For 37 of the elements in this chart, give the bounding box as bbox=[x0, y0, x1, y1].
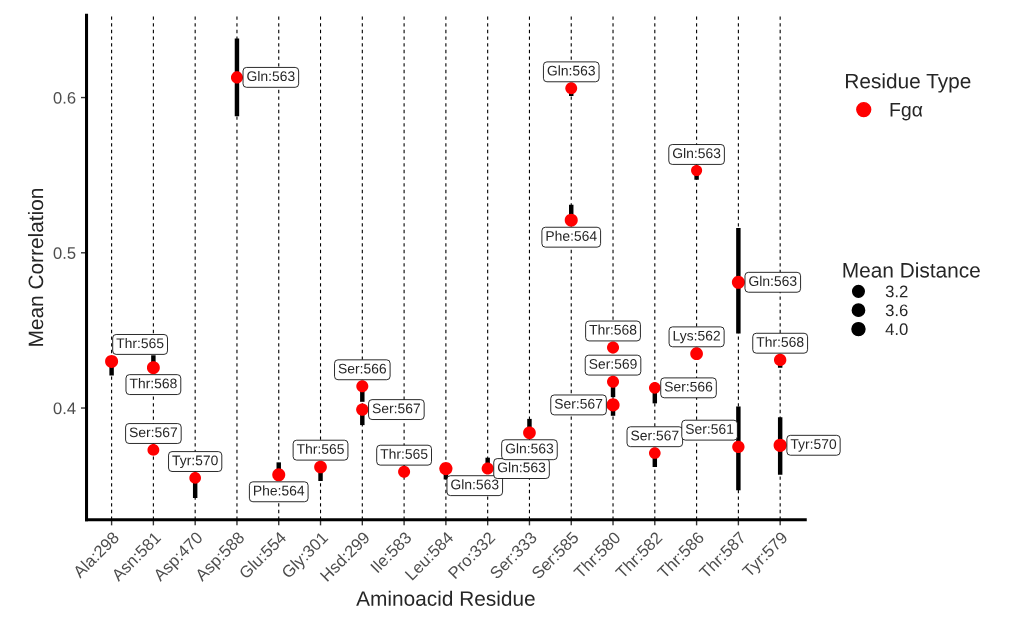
annotation: Ser:566 bbox=[664, 381, 713, 392]
annotation: Lys:562 bbox=[673, 330, 720, 344]
annotation: Phe:564 bbox=[546, 230, 597, 241]
text: Residue Type bbox=[846, 73, 971, 93]
annotation: Gln:563 bbox=[672, 148, 721, 159]
y-tick-label: 0.5 bbox=[53, 247, 76, 259]
annotation: Gln:563 bbox=[451, 479, 499, 490]
annotation: Tyr:570 bbox=[790, 439, 837, 452]
annotation: Ser:567 bbox=[554, 398, 603, 409]
annotation: Thr:568 bbox=[129, 378, 177, 389]
annotation: Thr:568 bbox=[589, 324, 637, 335]
legend-label: 3.6 bbox=[885, 304, 908, 317]
text: Mean Distance bbox=[843, 262, 980, 278]
annotation: Phe:564 bbox=[254, 485, 305, 496]
annotation: Thr:565 bbox=[296, 443, 344, 454]
legend-label: 3.2 bbox=[885, 285, 908, 298]
y-tick-label: 0.6 bbox=[53, 91, 76, 104]
annotation: Ser:566 bbox=[338, 363, 387, 374]
legend-label: Fgα bbox=[890, 103, 923, 121]
y-axis-title: Mean Correlation bbox=[27, 188, 44, 346]
annotation: Thr:568 bbox=[756, 336, 804, 347]
annotation: Gln:563 bbox=[749, 275, 797, 287]
annotation: Ser:567 bbox=[372, 403, 420, 414]
annotation: Gln:563 bbox=[505, 443, 554, 454]
x-axis-title: Aminoacid Residue bbox=[356, 590, 535, 606]
annotation: Tyr:570 bbox=[172, 455, 218, 469]
annotation: Gln:563 bbox=[247, 70, 295, 82]
legend-label: 4.0 bbox=[885, 323, 908, 336]
annotation: Thr:565 bbox=[380, 448, 428, 459]
annotation: Gln:563 bbox=[547, 65, 595, 76]
annotation: Ser:567 bbox=[631, 430, 679, 441]
annotation: Ser:561 bbox=[685, 424, 734, 434]
y-tick-label: 0.4 bbox=[53, 402, 76, 415]
annotation: Thr:565 bbox=[116, 337, 164, 349]
annotation: Ser:569 bbox=[589, 359, 637, 369]
annotation: Gln:563 bbox=[497, 462, 546, 473]
annotation: Ser:567 bbox=[129, 427, 178, 438]
